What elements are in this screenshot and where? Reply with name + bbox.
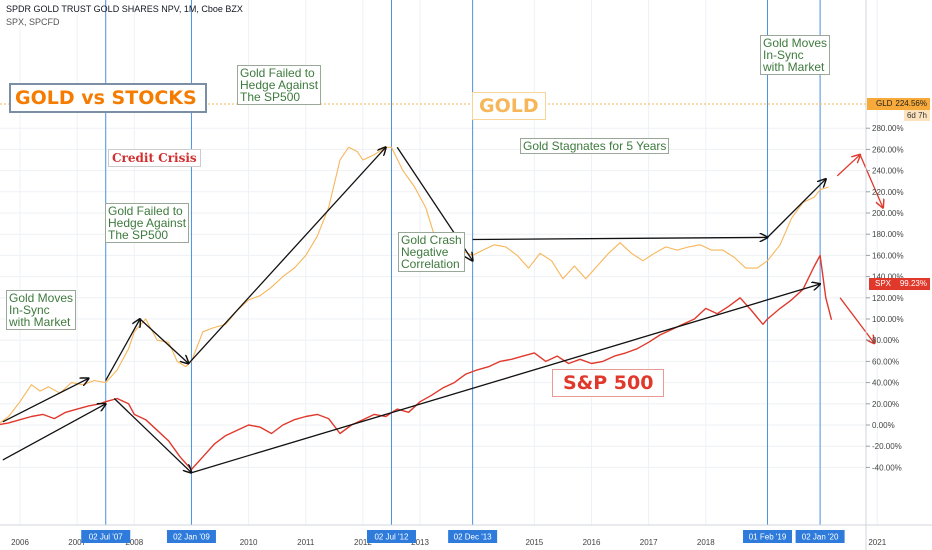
annotation-arrow [2,378,89,423]
date-tag-bg [81,530,131,543]
symbol-header: SPDR GOLD TRUST GOLD SHARES NPV, 1M, Cbo… [6,4,243,14]
spx-series-label: S&P 500 [552,369,665,397]
y-axis-ticks: -40.00% -20.00% 0.00% 20.00% 40.00% 60.00% 80.… [866,124,904,472]
y-tick-label: -20.00% [872,442,902,451]
note-gold-failed-hedge-1: Gold Failed to Hedge Against The SP500 [105,203,190,243]
title-box: GOLD vs STOCKS [9,83,207,113]
date-tag-label: 02 Jul '12 [374,533,409,542]
y-tick-label: 80.00% [872,336,899,345]
annotation-arrow [191,284,820,474]
x-tick-label: 2012 [354,538,372,547]
y-tick-label: 280.00% [872,124,904,133]
y-tick-label: 120.00% [872,294,904,303]
note-gold-stagnates: Gold Stagnates for 5 Years [520,138,670,154]
gld-tag-sub: 6d 7h [903,110,930,121]
credit-crisis-label: Credit Crisis [108,149,201,167]
date-tag-label: 01 Feb '19 [749,533,787,542]
x-tick-label: 2007 [68,538,86,547]
x-tick-label: 2015 [525,538,543,547]
gld-price-tag: GLD 224.56% 6d 7h [867,98,930,124]
gld-tag-name: GLD [876,99,893,108]
annotation-arrow [472,237,768,239]
spx-tag-name: SPX [875,279,892,288]
x-tick-label: 2013 [411,538,429,547]
y-tick-label: 220.00% [872,188,904,197]
y-tick-label: 60.00% [872,357,899,366]
date-tag-bg [166,530,216,543]
x-tick-label: 2018 [697,538,715,547]
annotation-arrow [839,297,874,344]
annotation-arrow [188,147,386,364]
compare-header: SPX, SPCFD [6,17,60,27]
y-tick-label: 260.00% [872,145,904,154]
date-tag-label: 02 Jul '07 [89,533,124,542]
y-tick-label: -40.00% [872,463,902,472]
x-axis-ticks: 2006 2007 2008 2010 2011 2012 2013 2015 2016 2017… [11,538,887,547]
date-tag-bg [366,530,416,543]
annotation-arrow [105,319,140,381]
gld-tag-value: 224.56% [895,99,927,108]
x-tick-label: 2016 [583,538,601,547]
date-tag-label: 02 Jan '20 [802,533,839,542]
annotation-arrow [767,179,826,238]
note-gold-in-sync-2: Gold Moves In-Sync with Market [760,35,831,75]
y-tick-label: 100.00% [872,315,904,324]
series-line-gld [0,146,829,424]
date-tag-bg [795,530,845,543]
gold-series-label: GOLD [472,92,546,120]
y-tick-label: 240.00% [872,167,904,176]
y-tick-label: 180.00% [872,230,904,239]
annotation-arrow [859,154,883,208]
y-tick-label: 140.00% [872,273,904,282]
annotation-arrow [2,404,106,461]
annotation-arrow [836,155,860,177]
spx-price-tag: SPX 99.23% [869,278,930,290]
y-tick-label: 20.00% [872,400,899,409]
date-tag-bg [743,530,793,543]
date-tag-label: 02 Jan '09 [173,533,210,542]
x-tick-label: 2006 [11,538,29,547]
date-tag-label: 02 Dec '13 [454,533,493,542]
y-tick-label: 200.00% [872,209,904,218]
date-tag-bg [448,530,498,543]
annotation-arrow [139,318,189,364]
x-tick-label: 2021 [868,538,886,547]
y-tick-label: 0.00% [872,421,895,430]
note-gold-crash: Gold Crash Negative Correlation [398,232,465,272]
x-tick-label: 2010 [240,538,258,547]
spx-tag-value: 99.23% [899,279,927,288]
y-tick-label: 160.00% [872,251,904,260]
note-gold-in-sync-1: Gold Moves In-Sync with Market [6,290,77,330]
date-marker-tags: 02 Jul '07 02 Jan '09 02 Jul '12 02 Dec '13… [81,530,845,543]
x-tick-label: 2017 [640,538,658,547]
annotation-arrow [113,398,191,473]
series-line-spx [0,254,833,471]
note-gold-failed-hedge-2: Gold Failed to Hedge Against The SP500 [237,65,322,105]
y-tick-label: 40.00% [872,379,899,388]
series-lines [0,146,833,471]
x-tick-label: 2011 [297,538,315,547]
x-tick-label: 2008 [125,538,143,547]
